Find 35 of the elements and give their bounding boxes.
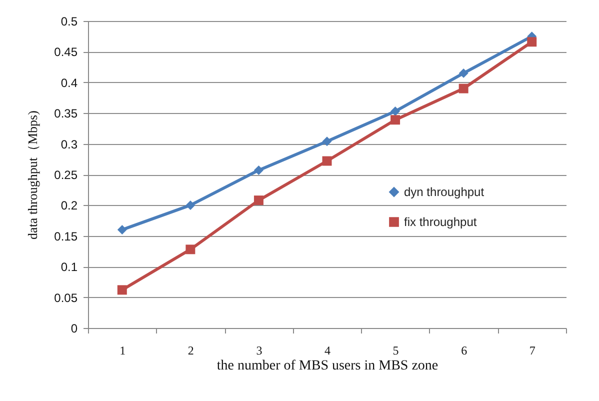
point (390, 115, 400, 125)
y-tick-label: 0.15 (54, 229, 78, 244)
point (254, 196, 264, 206)
point (186, 200, 196, 210)
x-tick-label: 2 (188, 344, 194, 358)
point (254, 165, 264, 175)
point (390, 106, 400, 116)
y-tick-label: 0.3 (60, 137, 78, 152)
x-tick-label: 4 (324, 344, 330, 358)
x-tick-label: 5 (392, 344, 399, 358)
x-tick-label: 7 (529, 344, 536, 358)
x-axis-title: the number of MBS users in MBS zone (216, 358, 438, 374)
x-tick-label: 1 (120, 344, 126, 358)
point (117, 285, 127, 295)
y-tick-label: 0.25 (54, 168, 78, 182)
y-axis-title: data throughput（Mbps) (25, 110, 40, 240)
y-tick-label: 0.2 (60, 198, 78, 213)
legend-label: dyn throughput (404, 185, 485, 199)
point (186, 244, 196, 254)
point (458, 84, 468, 94)
point (322, 156, 332, 166)
y-tick-label: 0.5 (60, 14, 78, 28)
x-tick-label: 3 (256, 344, 262, 358)
x-tick-label: 6 (461, 344, 468, 358)
y-tick-label: 0.1 (60, 260, 78, 274)
y-tick-label: 0.35 (54, 106, 78, 121)
point (458, 68, 468, 78)
point (117, 225, 127, 235)
legend-label: fix throughput (404, 215, 478, 229)
point (322, 136, 332, 146)
point (527, 37, 537, 47)
y-tick-label: 0 (70, 322, 78, 336)
y-tick-label: 0.05 (54, 290, 78, 305)
y-tick-label: 0.45 (54, 45, 78, 60)
y-tick-label: 0.4 (60, 76, 78, 90)
